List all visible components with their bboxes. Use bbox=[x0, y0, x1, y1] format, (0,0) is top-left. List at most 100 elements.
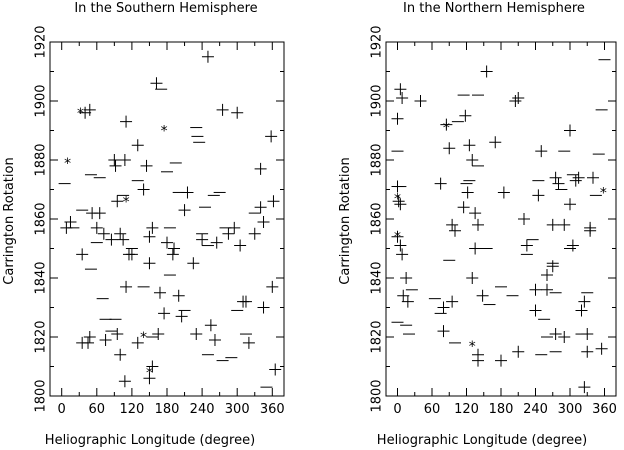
data-point-plus-southern bbox=[166, 248, 179, 261]
data-point-plus-northern bbox=[397, 289, 410, 302]
data-point-plus-northern bbox=[476, 289, 489, 302]
data-point-plus-northern bbox=[392, 195, 405, 208]
x-axis-label-southern: Heliographic Longitude (degree) bbox=[45, 433, 255, 448]
data-point-plus-northern bbox=[546, 260, 559, 273]
y-tick-label-northern: 1880 bbox=[370, 143, 385, 176]
data-point-plus-southern bbox=[254, 201, 267, 214]
x-tick-label-northern: 0 bbox=[393, 402, 401, 417]
y-tick-label-northern: 1840 bbox=[370, 261, 385, 294]
data-point-plus-northern bbox=[558, 331, 571, 343]
data-point-plus-southern bbox=[208, 333, 221, 346]
x-tick-label-southern: 0 bbox=[58, 402, 66, 417]
data-point-plus-southern bbox=[83, 103, 96, 116]
data-point-plus-northern bbox=[434, 177, 447, 190]
data-point-plus-southern bbox=[254, 162, 267, 175]
data-point-plus-northern bbox=[394, 83, 407, 96]
chart-title-southern: In the Southern Hemisphere bbox=[74, 1, 257, 16]
data-point-plus-southern bbox=[143, 372, 156, 385]
data-point-plus-southern bbox=[242, 336, 255, 349]
data-point-plus-southern bbox=[97, 227, 110, 240]
y-tick-label-northern: 1800 bbox=[370, 379, 385, 412]
data-point-plus-northern bbox=[401, 295, 414, 308]
x-tick-label-southern: 360 bbox=[260, 402, 285, 417]
data-point-plus-northern bbox=[440, 118, 453, 131]
data-point-plus-northern bbox=[578, 381, 591, 394]
x-tick-label-southern: 180 bbox=[155, 402, 180, 417]
data-point-plus-northern bbox=[400, 272, 413, 284]
data-point-plus-southern bbox=[117, 233, 130, 246]
data-point-plus-southern bbox=[161, 236, 173, 249]
northern-hemisphere-panel: In the Northern Hemisphere Heliographic … bbox=[338, 1, 617, 448]
data-point-plus-northern bbox=[469, 207, 482, 220]
data-point-plus-southern bbox=[120, 115, 133, 128]
data-point-star-southern: * bbox=[63, 156, 71, 172]
y-axis-label-southern: Carrington Rotation bbox=[2, 157, 17, 284]
data-point-plus-northern bbox=[394, 198, 407, 211]
data-point-plus-southern bbox=[239, 295, 252, 308]
data-point-plus-southern bbox=[265, 130, 278, 143]
data-point-plus-northern bbox=[461, 186, 474, 199]
data-point-plus-northern bbox=[546, 218, 559, 231]
data-point-star-northern: * bbox=[393, 191, 401, 207]
data-point-plus-southern bbox=[150, 77, 163, 90]
data-point-plus-northern bbox=[572, 171, 585, 184]
y-tick-label-northern: 1820 bbox=[370, 320, 385, 353]
data-point-star-southern: * bbox=[122, 194, 130, 210]
chart-title-northern: In the Northern Hemisphere bbox=[403, 1, 585, 16]
data-point-plus-southern bbox=[114, 227, 127, 240]
data-point-plus-northern bbox=[532, 189, 545, 202]
data-point-plus-northern bbox=[569, 174, 582, 187]
data-point-plus-northern bbox=[396, 92, 409, 105]
x-tick-label-northern: 180 bbox=[489, 402, 514, 417]
data-point-plus-southern bbox=[172, 289, 185, 302]
data-point-plus-southern bbox=[131, 336, 144, 349]
data-point-plus-southern bbox=[111, 328, 124, 341]
data-point-plus-southern bbox=[257, 301, 270, 314]
data-point-plus-southern bbox=[83, 331, 96, 343]
x-tick-label-southern: 120 bbox=[119, 402, 144, 417]
data-point-plus-northern bbox=[509, 95, 522, 107]
x-tick-label-northern: 240 bbox=[523, 402, 548, 417]
data-point-plus-northern bbox=[391, 230, 404, 243]
data-point-plus-northern bbox=[529, 283, 542, 296]
data-point-plus-northern bbox=[472, 354, 484, 367]
y-tick-label-northern: 1860 bbox=[370, 202, 385, 235]
data-point-plus-northern bbox=[575, 304, 588, 317]
data-point-plus-southern bbox=[79, 106, 92, 119]
data-point-plus-northern bbox=[564, 124, 576, 137]
y-tick-label-southern: 1860 bbox=[34, 202, 49, 235]
data-point-plus-southern bbox=[76, 336, 89, 349]
data-point-plus-southern bbox=[153, 286, 166, 299]
y-tick-label-southern: 1840 bbox=[34, 261, 49, 294]
data-point-star-northern: * bbox=[393, 230, 401, 246]
data-point-plus-southern bbox=[143, 230, 156, 243]
data-point-plus-northern bbox=[529, 304, 542, 317]
data-point-plus-southern bbox=[114, 348, 127, 361]
data-point-plus-southern bbox=[120, 280, 133, 293]
southern-hemisphere-panel: In the Southern Hemisphere Heliographic … bbox=[2, 1, 285, 448]
data-point-plus-northern bbox=[512, 92, 525, 105]
data-point-plus-southern bbox=[108, 154, 121, 166]
y-axis-label-northern: Carrington Rotation bbox=[338, 157, 353, 284]
y-tick-label-northern: 1920 bbox=[370, 25, 385, 58]
data-point-plus-northern bbox=[584, 224, 597, 237]
x-tick-label-southern: 60 bbox=[89, 402, 106, 417]
data-point-plus-southern bbox=[216, 103, 229, 116]
data-point-plus-southern bbox=[76, 248, 89, 261]
data-point-plus-northern bbox=[512, 345, 525, 358]
data-point-plus-southern bbox=[222, 227, 235, 240]
data-point-plus-northern bbox=[564, 198, 576, 211]
data-point-plus-northern bbox=[535, 145, 548, 158]
data-point-plus-southern bbox=[168, 242, 181, 255]
data-point-star-southern: * bbox=[145, 365, 153, 381]
data-point-plus-northern bbox=[549, 171, 562, 184]
data-point-plus-northern bbox=[489, 136, 502, 149]
data-point-plus-northern bbox=[414, 95, 427, 107]
data-point-star-southern: * bbox=[139, 330, 147, 346]
data-point-plus-northern bbox=[566, 239, 579, 252]
data-point-plus-northern bbox=[459, 109, 472, 122]
y-tick-label-southern: 1880 bbox=[34, 143, 49, 176]
data-point-plus-northern bbox=[437, 325, 450, 338]
data-point-plus-northern bbox=[497, 186, 510, 199]
data-point-plus-southern bbox=[204, 319, 217, 332]
